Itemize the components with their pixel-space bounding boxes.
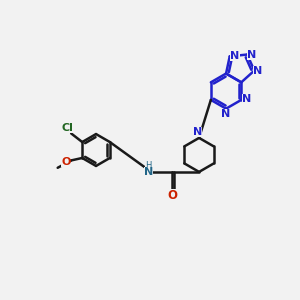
Text: N: N	[247, 50, 256, 59]
Text: N: N	[221, 109, 231, 119]
Text: N: N	[242, 94, 251, 104]
Text: N: N	[144, 167, 153, 177]
Text: N: N	[193, 127, 203, 137]
Text: O: O	[167, 189, 177, 202]
Text: N: N	[230, 51, 240, 62]
Text: O: O	[61, 158, 70, 167]
Text: Cl: Cl	[61, 123, 74, 133]
Text: H: H	[145, 160, 152, 169]
Text: N: N	[254, 66, 262, 76]
